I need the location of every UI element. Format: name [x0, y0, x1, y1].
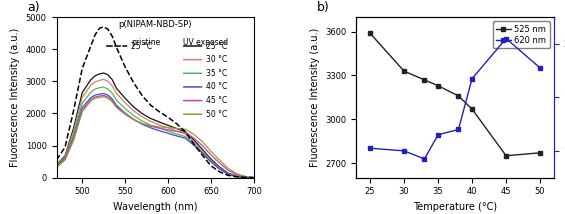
Text: 45 °C: 45 °C [206, 96, 228, 105]
525 nm [455, 95, 462, 97]
525 nm [421, 79, 428, 81]
Line: 620 nm: 620 nm [368, 36, 542, 161]
Text: p(NIPAM-NBD-SP): p(NIPAM-NBD-SP) [119, 20, 192, 29]
Text: pristine: pristine [132, 38, 160, 47]
620 nm [401, 150, 407, 152]
Legend: 525 nm, 620 nm: 525 nm, 620 nm [493, 21, 550, 48]
Line: 525 nm: 525 nm [368, 31, 542, 158]
Text: UV exposed: UV exposed [182, 38, 228, 47]
525 nm [367, 32, 373, 34]
Text: 25 °C: 25 °C [132, 42, 153, 51]
Text: 50 °C: 50 °C [206, 110, 228, 119]
525 nm [537, 152, 544, 154]
X-axis label: Wavelength (nm): Wavelength (nm) [113, 202, 197, 212]
620 nm [503, 37, 510, 40]
Y-axis label: Fluorescence Intensity (a.u.): Fluorescence Intensity (a.u.) [310, 28, 320, 167]
620 nm [421, 158, 428, 160]
620 nm [469, 77, 476, 80]
525 nm [469, 108, 476, 110]
Y-axis label: Fluorescence Intensity (a.u.): Fluorescence Intensity (a.u.) [10, 28, 20, 167]
Text: b): b) [317, 1, 330, 14]
Text: 35 °C: 35 °C [206, 69, 228, 78]
620 nm [537, 67, 544, 69]
Text: 25 °C: 25 °C [206, 42, 228, 51]
Text: a): a) [27, 1, 40, 14]
525 nm [401, 70, 407, 72]
620 nm [367, 147, 373, 149]
Text: 30 °C: 30 °C [206, 55, 228, 64]
620 nm [434, 134, 441, 136]
Text: 40 °C: 40 °C [206, 82, 228, 91]
525 nm [434, 84, 441, 87]
525 nm [503, 155, 510, 157]
X-axis label: Temperature (°C): Temperature (°C) [413, 202, 497, 212]
620 nm [455, 128, 462, 131]
